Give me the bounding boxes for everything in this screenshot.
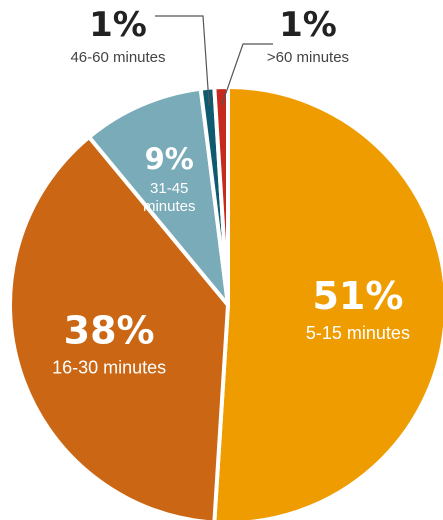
slice-category-label: 31-45 minutes <box>143 180 196 215</box>
slice-percent-label: 38% <box>64 309 155 353</box>
pie-slice-5-15-minutes <box>212 85 443 520</box>
pie-slice-16-30-minutes <box>8 135 230 520</box>
slice-category-label: 16-30 minutes <box>52 358 166 378</box>
leader-line <box>221 43 273 106</box>
slice-category-label: 5-15 minutes <box>306 323 410 343</box>
pie-slice-31-45-minutes <box>87 86 230 307</box>
slice-percent-label: 9% <box>145 142 194 176</box>
slice-percent-label: 51% <box>312 274 403 318</box>
leader-lines <box>155 15 273 106</box>
slice-category-label: >60 minutes <box>267 49 349 66</box>
slice-percent-label: 1% <box>89 5 147 45</box>
slice-labels: 51% 5-15 minutes 38% 16-30 minutes 9% 31-45 mi… <box>52 5 410 378</box>
leader-line <box>155 15 210 106</box>
slice-percent-label: 1% <box>279 5 337 45</box>
slice-category-label: 46-60 minutes <box>70 49 165 66</box>
